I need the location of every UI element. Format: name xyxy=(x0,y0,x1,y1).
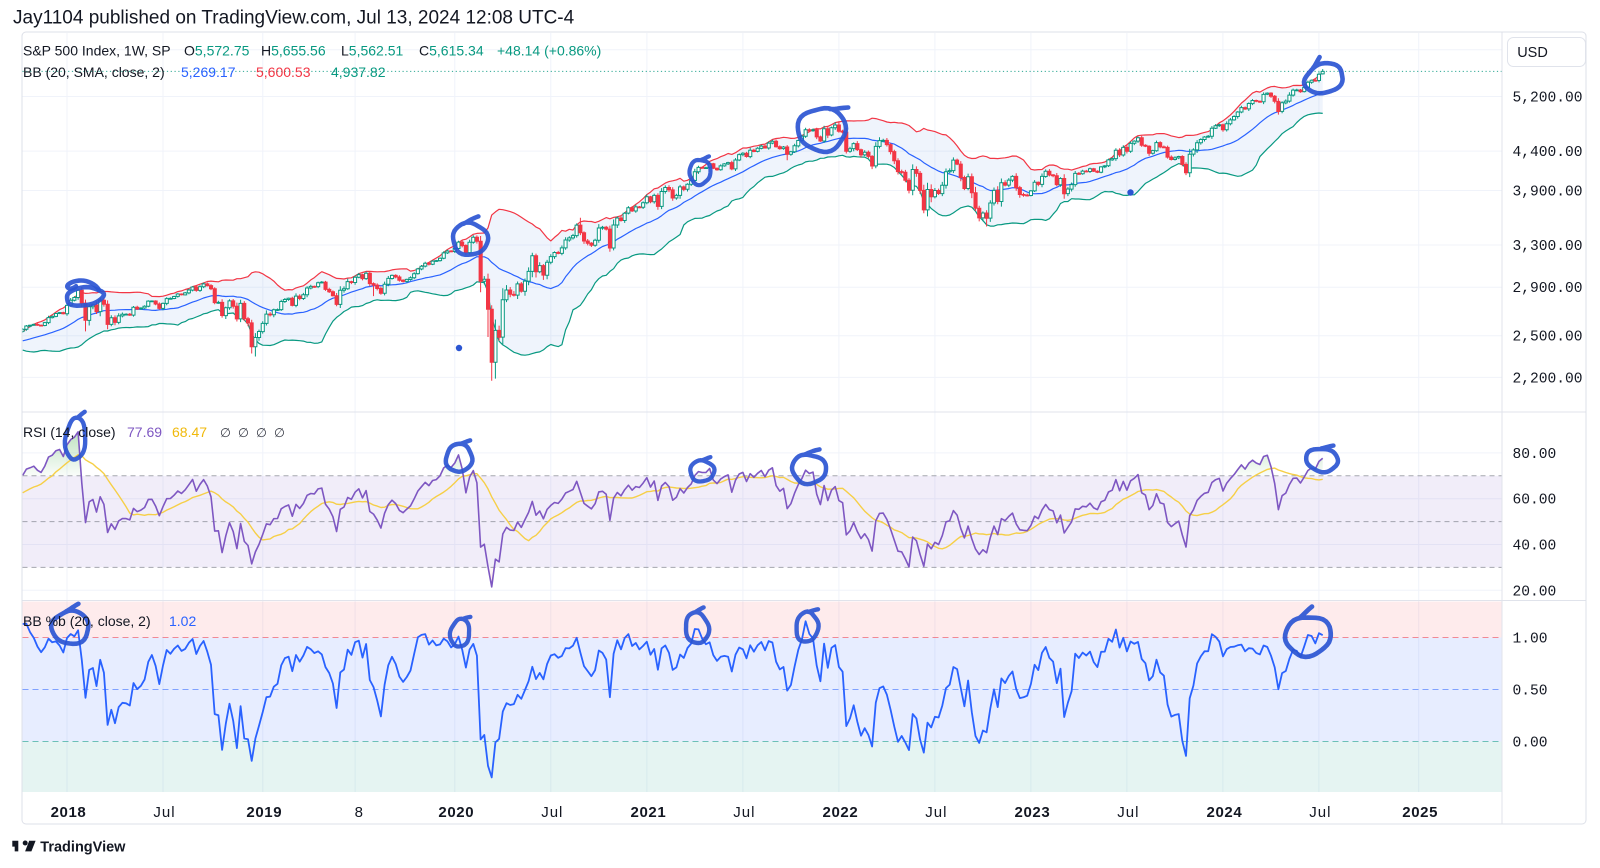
svg-text:2022: 2022 xyxy=(823,804,859,821)
svg-text:USD: USD xyxy=(1517,45,1548,61)
svg-text:1.00: 1.00 xyxy=(1513,632,1548,648)
svg-text:8: 8 xyxy=(355,804,364,821)
svg-text:Jay1104 published on TradingVi: Jay1104 published on TradingView.com, Ju… xyxy=(13,8,575,29)
svg-text:2,500.00: 2,500.00 xyxy=(1513,330,1583,346)
svg-text:BB %b (20, close, 2)1.02: BB %b (20, close, 2) 1.02 xyxy=(23,613,196,629)
svg-text:Jul: Jul xyxy=(1117,804,1139,821)
svg-text:80.00: 80.00 xyxy=(1513,447,1557,463)
svg-text:BB (20, SMA, close, 2)5,269.17: BB (20, SMA, close, 2) 5,269.17 5,600.53 4,… xyxy=(23,64,386,80)
svg-text:2023: 2023 xyxy=(1015,804,1051,821)
svg-text:Jul: Jul xyxy=(733,804,755,821)
svg-text:Jul: Jul xyxy=(541,804,563,821)
svg-text:5,200.00: 5,200.00 xyxy=(1513,91,1583,107)
svg-text:20.00: 20.00 xyxy=(1513,584,1557,600)
svg-text:2018: 2018 xyxy=(51,804,87,821)
svg-text:2025: 2025 xyxy=(1402,804,1438,821)
svg-text:Jul: Jul xyxy=(153,804,175,821)
svg-text:2,200.00: 2,200.00 xyxy=(1513,371,1583,387)
svg-text:2020: 2020 xyxy=(438,804,474,821)
svg-text:0.00: 0.00 xyxy=(1513,736,1548,752)
svg-text:Jul: Jul xyxy=(925,804,947,821)
svg-text:3,300.00: 3,300.00 xyxy=(1513,239,1583,255)
svg-text:3,900.00: 3,900.00 xyxy=(1513,185,1583,201)
svg-text:TradingView: TradingView xyxy=(40,840,126,856)
svg-text:2021: 2021 xyxy=(631,804,667,821)
svg-text:40.00: 40.00 xyxy=(1513,539,1557,555)
svg-text:Jul: Jul xyxy=(1309,804,1331,821)
svg-text:0.50: 0.50 xyxy=(1513,684,1548,700)
svg-text:60.00: 60.00 xyxy=(1513,493,1557,509)
svg-text:2,900.00: 2,900.00 xyxy=(1513,281,1583,297)
svg-text:2024: 2024 xyxy=(1207,804,1243,821)
svg-text:2019: 2019 xyxy=(246,804,282,821)
svg-text:4,400.00: 4,400.00 xyxy=(1513,145,1583,161)
